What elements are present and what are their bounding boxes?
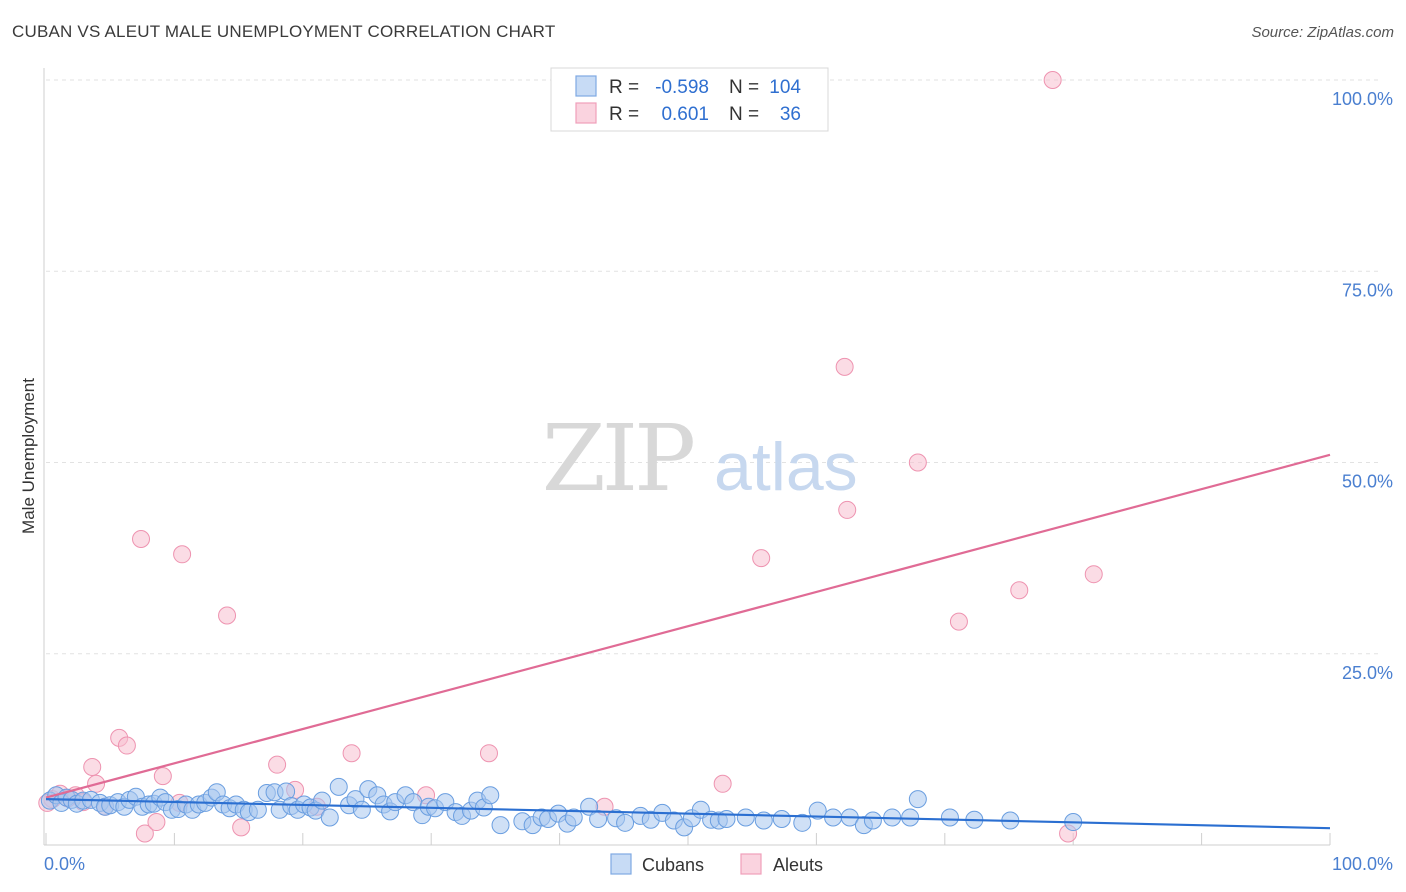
legend-n-label: N = bbox=[729, 104, 759, 125]
bottom-legend-label-cubans[interactable]: Cubans bbox=[642, 855, 704, 875]
aleuts-point bbox=[132, 530, 151, 548]
aleuts-point bbox=[908, 453, 927, 472]
aleuts-point bbox=[232, 818, 251, 837]
legend-swatch-aleuts bbox=[575, 102, 597, 124]
cubans-points bbox=[40, 777, 1083, 837]
bottom-legend: Cubans Aleuts bbox=[610, 853, 823, 875]
legend-n-value: 36 bbox=[780, 104, 801, 125]
grid-lines bbox=[46, 79, 1380, 655]
cubans-point bbox=[863, 811, 882, 830]
cubans-point bbox=[481, 786, 500, 805]
aleuts-point bbox=[218, 606, 237, 625]
watermark: ZIP atlas bbox=[542, 405, 858, 512]
aleuts-point bbox=[1084, 565, 1103, 584]
watermark-atlas: atlas bbox=[714, 429, 858, 505]
x-tick-label: 0.0% bbox=[44, 854, 85, 874]
legend-box: R = -0.598 N = 104 R = 0.601 N = 36 bbox=[550, 67, 829, 132]
aleuts-point bbox=[713, 774, 732, 793]
y-axis-label: Male Unemployment bbox=[19, 378, 38, 534]
aleuts-point bbox=[173, 545, 192, 564]
legend-n-label: N = bbox=[729, 77, 759, 98]
legend-r-value: -0.598 bbox=[655, 77, 709, 98]
aleuts-point bbox=[1010, 581, 1029, 600]
cubans-point bbox=[491, 816, 510, 835]
aleuts-point bbox=[838, 500, 857, 519]
trend-lines bbox=[45, 453, 1331, 830]
bottom-legend-swatch-aleuts[interactable] bbox=[740, 853, 762, 875]
cubans-point bbox=[717, 809, 736, 828]
y-tick-label: 100.0% bbox=[1332, 89, 1393, 109]
bottom-legend-swatch-cubans[interactable] bbox=[610, 853, 632, 875]
aleuts-point bbox=[83, 757, 102, 776]
aleuts-point bbox=[153, 767, 172, 786]
aleuts-point bbox=[147, 813, 166, 832]
y-tick-label: 25.0% bbox=[1342, 663, 1393, 683]
aleuts-point bbox=[135, 824, 154, 843]
cubans-point bbox=[736, 808, 755, 827]
cubans-point bbox=[772, 809, 791, 828]
legend-n-value: 104 bbox=[769, 77, 801, 98]
legend-r-value: 0.601 bbox=[661, 104, 709, 125]
cubans-point bbox=[352, 800, 371, 819]
cubans-point bbox=[940, 808, 959, 827]
y-tick-label: 75.0% bbox=[1342, 280, 1393, 300]
aleuts-point bbox=[117, 736, 136, 755]
cubans-point bbox=[793, 813, 812, 832]
cubans-point bbox=[908, 790, 927, 809]
x-tick-labels: 0.0% 100.0% bbox=[44, 854, 1393, 874]
aleuts-point bbox=[268, 755, 287, 774]
legend-r-label: R = bbox=[609, 77, 639, 98]
bottom-legend-label-aleuts[interactable]: Aleuts bbox=[773, 855, 823, 875]
cubans-point bbox=[564, 808, 583, 827]
y-tick-labels: 25.0% 50.0% 75.0% 100.0% bbox=[1332, 89, 1393, 683]
aleuts-point bbox=[1043, 71, 1062, 89]
aleuts-point bbox=[949, 612, 968, 631]
x-tick-label: 100.0% bbox=[1332, 854, 1393, 874]
cubans-point bbox=[329, 777, 348, 796]
cubans-point bbox=[248, 800, 267, 819]
chart-title: CUBAN VS ALEUT MALE UNEMPLOYMENT CORRELA… bbox=[12, 22, 556, 41]
cubans-point bbox=[320, 808, 339, 827]
watermark-zip: ZIP bbox=[542, 405, 693, 512]
aleuts-point bbox=[752, 549, 771, 568]
aleuts-point bbox=[835, 357, 854, 376]
cubans-point bbox=[808, 801, 827, 820]
cubans-point bbox=[616, 813, 635, 832]
source-label: Source: ZipAtlas.com bbox=[1251, 24, 1394, 41]
aleuts-point bbox=[342, 744, 361, 763]
aleuts-point bbox=[479, 744, 498, 763]
y-tick-label: 50.0% bbox=[1342, 472, 1393, 492]
legend-r-label: R = bbox=[609, 104, 639, 125]
legend-swatch-cubans bbox=[575, 75, 597, 97]
cubans-point bbox=[589, 809, 608, 828]
cubans-trend-line bbox=[45, 798, 1331, 830]
aleuts-trend-line bbox=[45, 453, 1331, 799]
